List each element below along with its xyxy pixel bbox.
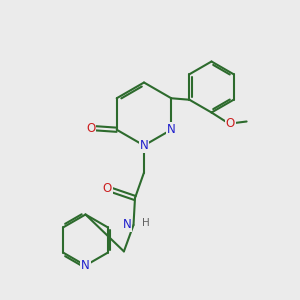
- Text: N: N: [167, 123, 176, 136]
- Text: O: O: [226, 117, 235, 130]
- Text: H: H: [142, 218, 150, 228]
- Text: O: O: [86, 122, 95, 135]
- Text: N: N: [122, 218, 131, 231]
- Text: N: N: [140, 139, 148, 152]
- Text: N: N: [81, 259, 90, 272]
- Text: O: O: [103, 182, 112, 195]
